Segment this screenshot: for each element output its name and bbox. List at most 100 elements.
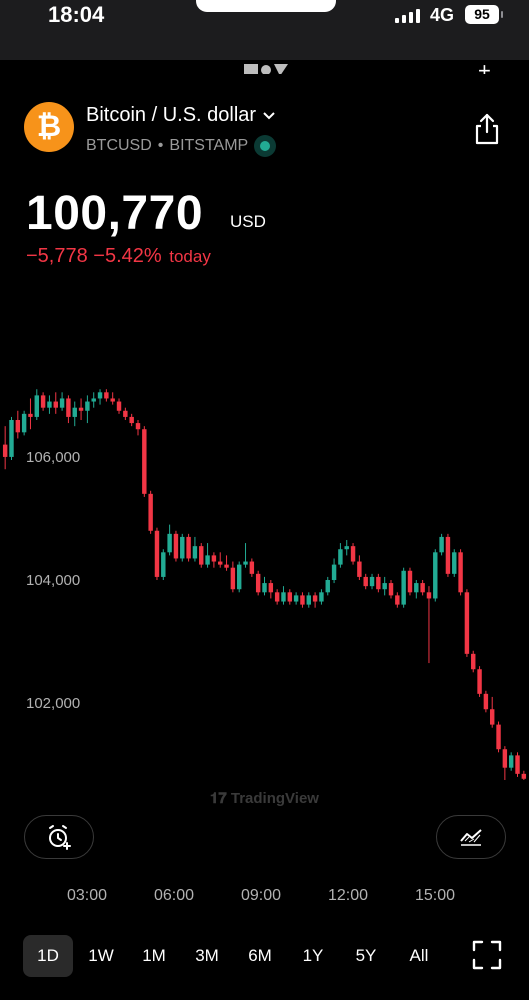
candle-up bbox=[281, 586, 286, 605]
candle-down bbox=[502, 746, 508, 780]
timeframe-5y[interactable]: 5Y bbox=[355, 946, 377, 965]
candle-down bbox=[66, 395, 71, 424]
candle-up bbox=[433, 549, 438, 602]
chevron-down-icon bbox=[263, 111, 275, 119]
candle-up bbox=[236, 561, 242, 593]
symbol-title-text: Bitcoin / U.S. dollar bbox=[86, 104, 257, 126]
candle-down bbox=[199, 543, 204, 568]
candle-down bbox=[15, 410, 21, 439]
candle-down bbox=[40, 392, 46, 411]
timeframe-6m[interactable]: 6M bbox=[248, 946, 272, 965]
candle-down bbox=[268, 580, 274, 599]
candle-down bbox=[28, 398, 33, 430]
timeframe-1w[interactable]: 1W bbox=[88, 946, 114, 965]
candle-down bbox=[426, 586, 432, 664]
price-currency: USD bbox=[230, 212, 266, 231]
last-price: 100,770 bbox=[26, 187, 204, 240]
dynamic-island bbox=[196, 0, 336, 12]
fullscreen-icon[interactable] bbox=[472, 940, 502, 970]
timeframe-1y[interactable]: 1Y bbox=[302, 946, 324, 965]
candle-down bbox=[477, 666, 482, 697]
candle-up bbox=[401, 567, 406, 608]
candle-down bbox=[104, 389, 109, 402]
candle-up bbox=[508, 752, 514, 771]
candle-down bbox=[274, 589, 280, 605]
add-alert-button[interactable] bbox=[24, 815, 94, 859]
alarm-clock-plus-icon bbox=[49, 825, 71, 850]
candle-up bbox=[161, 549, 166, 580]
candle-up bbox=[243, 543, 248, 568]
candle-up bbox=[293, 592, 299, 605]
change-absolute: −5,778 bbox=[26, 245, 88, 267]
candle-down bbox=[230, 561, 236, 593]
candle-up bbox=[21, 410, 27, 436]
candle-down bbox=[218, 552, 223, 568]
time-tick: 09:00 bbox=[240, 887, 282, 904]
price-change: −5,778 −5.42% today bbox=[26, 245, 211, 268]
candle-up bbox=[205, 543, 210, 568]
watermark-logo-icon: 𝟏𝟕 bbox=[210, 790, 231, 807]
network-type: 4G bbox=[430, 5, 455, 25]
change-label: today bbox=[169, 247, 211, 266]
candle-down bbox=[2, 426, 8, 470]
signal-strength-icon bbox=[395, 9, 420, 23]
candle-down bbox=[376, 573, 381, 593]
candle-up bbox=[331, 558, 337, 584]
timeframe-selector: 1D 1W 1M 3M 6M 1Y 5Y All bbox=[0, 935, 529, 977]
ticker: BTCUSD bbox=[86, 137, 152, 154]
candle-up bbox=[91, 392, 96, 408]
candle-up bbox=[167, 524, 172, 556]
candle-down bbox=[312, 592, 318, 608]
price-axis-label: 106,000 bbox=[26, 449, 80, 466]
timeframe-1d[interactable]: 1D bbox=[23, 935, 73, 977]
candle-down bbox=[142, 426, 147, 497]
candle-up bbox=[344, 540, 349, 556]
timeframe-3m[interactable]: 3M bbox=[195, 946, 219, 965]
symbol-title[interactable]: Bitcoin / U.S. dollar bbox=[86, 104, 276, 127]
candle-down bbox=[420, 580, 425, 596]
candle-down bbox=[110, 392, 115, 405]
indicators-button[interactable] bbox=[436, 815, 506, 859]
candle-down bbox=[515, 752, 520, 777]
exchange: BITSTAMP bbox=[169, 137, 249, 154]
candle-up bbox=[262, 576, 267, 596]
candle-down bbox=[464, 589, 470, 657]
candle-down bbox=[116, 398, 122, 414]
candle-down bbox=[148, 490, 153, 534]
candle-down bbox=[458, 549, 463, 596]
candle-up bbox=[59, 392, 65, 411]
candle-down bbox=[521, 770, 527, 780]
indicators-icon bbox=[460, 829, 482, 846]
candle-up bbox=[47, 395, 52, 414]
price-axis-label: 102,000 bbox=[26, 695, 80, 712]
price-chart[interactable]: 106,000 104,000 102,000 bbox=[0, 380, 529, 780]
candle-down bbox=[186, 533, 191, 562]
timeframe-1m[interactable]: 1M bbox=[142, 946, 166, 965]
candle-up bbox=[452, 549, 457, 577]
candle-down bbox=[395, 592, 400, 608]
tradingview-logo-icon bbox=[244, 64, 288, 76]
candle-up bbox=[439, 533, 444, 556]
bitcoin-icon: ₿ bbox=[24, 102, 74, 152]
candle-down bbox=[287, 589, 293, 605]
time-tick: 06:00 bbox=[153, 887, 195, 904]
candle-down bbox=[255, 570, 261, 596]
candle-down bbox=[363, 573, 368, 590]
candle-up bbox=[382, 576, 387, 596]
status-time: 18:04 bbox=[48, 2, 105, 27]
live-indicator-icon bbox=[254, 135, 277, 157]
candle-down bbox=[300, 592, 305, 608]
candle-down bbox=[483, 690, 489, 713]
candle-down bbox=[445, 533, 451, 577]
candle-up bbox=[369, 573, 375, 590]
separator: • bbox=[157, 137, 164, 154]
candle-up bbox=[319, 589, 324, 605]
candle-up bbox=[192, 536, 198, 562]
share-icon[interactable] bbox=[472, 112, 502, 146]
candle-up bbox=[338, 543, 343, 568]
timeframe-all[interactable]: All bbox=[409, 946, 429, 965]
candle-up bbox=[85, 395, 90, 424]
battery-icon: 95 bbox=[465, 5, 503, 24]
tradingview-watermark: 𝟏𝟕 TradingView bbox=[0, 790, 529, 807]
candle-down bbox=[249, 558, 255, 577]
